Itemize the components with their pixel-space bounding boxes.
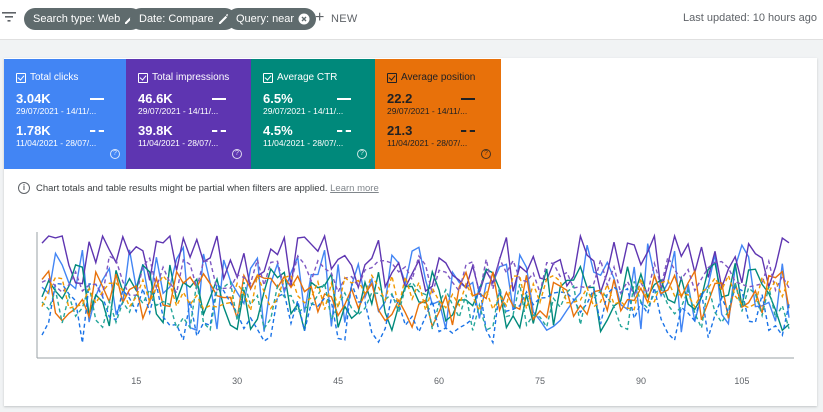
- metric-range-current: 29/07/2021 - 14/11/...: [16, 106, 97, 116]
- help-icon[interactable]: ?: [232, 149, 242, 159]
- metric-label: Total impressions: [152, 72, 230, 83]
- performance-chart[interactable]: 15 30 45 60 75 90 105: [4, 218, 817, 406]
- metric-value-previous: 4.5%: [263, 123, 367, 138]
- metric-value-current: 3.04K: [16, 91, 120, 106]
- metric-value-current: 22.2: [387, 91, 491, 106]
- chip-label: Query: near: [236, 13, 295, 25]
- metric-value-previous: 1.78K: [16, 123, 120, 138]
- filter-bar: Search type: Web Date: Compare Query: ne…: [0, 0, 823, 40]
- learn-more-link[interactable]: Learn more: [330, 183, 379, 194]
- checkbox-checked-icon[interactable]: [138, 73, 148, 83]
- pencil-icon[interactable]: [218, 13, 230, 25]
- metric-range-previous: 11/04/2021 - 28/07/...: [387, 138, 468, 148]
- help-icon[interactable]: ?: [357, 149, 367, 159]
- x-tick-label: 60: [434, 376, 444, 386]
- x-tick-label: 30: [232, 376, 242, 386]
- chip-query[interactable]: Query: near: [227, 8, 317, 30]
- checkbox-checked-icon[interactable]: [16, 73, 26, 83]
- metric-range-current: 29/07/2021 - 14/11/...: [138, 106, 219, 116]
- metric-card-total-clicks[interactable]: Total clicks 3.04K 29/07/2021 - 14/11/..…: [4, 59, 130, 169]
- chip-date[interactable]: Date: Compare: [130, 8, 236, 30]
- checkbox-checked-icon[interactable]: [263, 73, 273, 83]
- info-icon: i: [18, 182, 30, 194]
- metric-range-current: 29/07/2021 - 14/11/...: [263, 106, 344, 116]
- metric-value-current: 46.6K: [138, 91, 242, 106]
- help-icon[interactable]: ?: [481, 149, 491, 159]
- metric-range-previous: 11/04/2021 - 28/07/...: [16, 138, 97, 148]
- series-line: [41, 254, 790, 298]
- metric-label: Average position: [401, 72, 476, 83]
- metric-header: Average position: [387, 71, 491, 85]
- x-axis-ticks: 15 30 45 60 75 90 105: [131, 376, 749, 386]
- checkbox-checked-icon[interactable]: [387, 73, 397, 83]
- x-tick-label: 90: [636, 376, 646, 386]
- new-filter-button[interactable]: + NEW: [315, 10, 358, 28]
- metric-range-previous: 11/04/2021 - 28/07/...: [138, 138, 219, 148]
- x-tick-label: 105: [734, 376, 749, 386]
- x-tick-label: 15: [131, 376, 141, 386]
- metric-card-average-ctr[interactable]: Average CTR 6.5% 29/07/2021 - 14/11/... …: [251, 59, 377, 169]
- series-line: [41, 269, 790, 330]
- x-tick-label: 75: [535, 376, 545, 386]
- chip-label: Search type: Web: [33, 13, 121, 25]
- metric-value-current: 6.5%: [263, 91, 367, 106]
- metric-header: Total clicks: [16, 71, 120, 85]
- series-line: [41, 273, 790, 314]
- filter-icon[interactable]: [2, 10, 16, 24]
- solid-line-icon: [461, 98, 475, 100]
- chip-label: Date: Compare: [139, 13, 214, 25]
- metric-value-previous: 21.3: [387, 123, 491, 138]
- dashed-line-icon: [461, 130, 475, 132]
- metric-card-total-impressions[interactable]: Total impressions 46.6K 29/07/2021 - 14/…: [126, 59, 252, 169]
- metric-label: Average CTR: [277, 72, 338, 83]
- metric-range-current: 29/07/2021 - 14/11/...: [387, 106, 468, 116]
- close-circle-icon[interactable]: [298, 13, 310, 25]
- last-updated: Last updated: 10 hours ago: [683, 12, 817, 24]
- metric-header: Total impressions: [138, 71, 242, 85]
- dashed-line-icon: [90, 130, 104, 132]
- series-line: [41, 282, 790, 345]
- solid-line-icon: [212, 98, 226, 100]
- help-icon[interactable]: ?: [110, 149, 120, 159]
- metric-card-average-position[interactable]: Average position 22.2 29/07/2021 - 14/11…: [375, 59, 501, 169]
- series-line: [41, 261, 790, 334]
- metric-label: Total clicks: [30, 72, 79, 83]
- plus-icon: +: [315, 9, 325, 26]
- solid-line-icon: [337, 98, 351, 100]
- notice-text: Chart totals and table results might be …: [36, 183, 328, 194]
- series-line: [41, 280, 790, 332]
- metric-range-previous: 11/04/2021 - 28/07/...: [263, 138, 344, 148]
- partial-results-notice: i Chart totals and table results might b…: [18, 182, 379, 196]
- performance-panel: Total clicks 3.04K 29/07/2021 - 14/11/..…: [4, 58, 817, 406]
- series-layer: [41, 233, 790, 345]
- dashed-line-icon: [337, 130, 351, 132]
- metric-header: Average CTR: [263, 71, 367, 85]
- solid-line-icon: [90, 98, 104, 100]
- dashed-line-icon: [212, 130, 226, 132]
- chip-search-type[interactable]: Search type: Web: [24, 8, 143, 30]
- new-label: NEW: [331, 13, 358, 25]
- x-tick-label: 45: [333, 376, 343, 386]
- metric-value-previous: 39.8K: [138, 123, 242, 138]
